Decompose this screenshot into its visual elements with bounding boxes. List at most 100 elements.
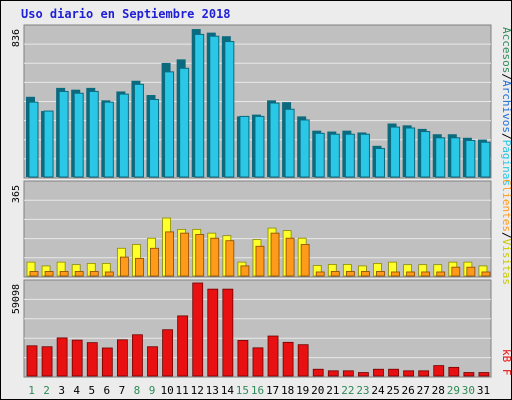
- bar-paginas: [481, 271, 491, 277]
- bar-archivos: [224, 41, 235, 178]
- x-tick-label: 23: [356, 384, 369, 397]
- bar-archivos: [374, 147, 385, 178]
- bar-paginas: [195, 234, 205, 277]
- bar-paginas: [451, 266, 461, 277]
- bar-archivos: [88, 90, 99, 178]
- legend-bottom: kB F: [500, 349, 511, 376]
- y-max-label: 59098: [11, 284, 22, 314]
- legend-entry: Clientes: [500, 179, 511, 232]
- bar-archivos: [133, 83, 144, 178]
- bar-archivos: [239, 115, 250, 178]
- bar-kb: [418, 370, 430, 377]
- bar-archivos: [28, 101, 39, 178]
- legend-entry: Accesos: [500, 27, 511, 73]
- x-tick-label: 1: [28, 384, 35, 397]
- legend-entry: /: [500, 232, 511, 239]
- x-tick-label: 19: [296, 384, 309, 397]
- y-max-label: 365: [11, 185, 22, 203]
- bar-paginas: [59, 271, 69, 277]
- x-tick-label: 6: [104, 384, 111, 397]
- x-tick-label: 31: [477, 384, 490, 397]
- x-tick-label: 12: [191, 384, 204, 397]
- x-tick-label: 24: [371, 384, 385, 397]
- bar-paginas: [436, 271, 446, 277]
- bar-kb: [116, 339, 128, 377]
- bar-archivos: [435, 137, 446, 178]
- bar-kb: [297, 344, 309, 377]
- bar-kb: [252, 347, 264, 377]
- bar-kb: [192, 282, 204, 377]
- bar-paginas: [150, 247, 159, 277]
- bar-archivos: [480, 141, 491, 178]
- legend-entry: Visitas: [500, 239, 511, 285]
- bar-paginas: [315, 271, 325, 277]
- x-tick-label: 17: [266, 384, 279, 397]
- x-tick-label: 22: [341, 384, 354, 397]
- bar-paginas: [421, 271, 431, 277]
- bar-kb: [132, 334, 143, 377]
- bar-archivos: [269, 102, 280, 178]
- bar-archivos: [299, 119, 310, 178]
- bar-paginas: [210, 237, 220, 277]
- bar-archivos: [58, 90, 69, 178]
- bar-kb: [478, 372, 490, 377]
- bar-paginas: [104, 271, 114, 277]
- bar-kb: [86, 342, 98, 377]
- bar-archivos: [405, 127, 416, 178]
- x-tick-label: 2: [43, 384, 50, 397]
- bar-archivos: [284, 108, 295, 178]
- bar-kb: [71, 339, 83, 377]
- bar-paginas: [466, 266, 476, 277]
- bar-paginas: [285, 237, 295, 277]
- bar-kb: [147, 346, 158, 377]
- bar-archivos: [43, 110, 54, 178]
- bar-kb: [207, 288, 219, 377]
- x-tick-label: 15: [236, 384, 249, 397]
- x-tick-label: 20: [311, 384, 324, 397]
- bar-paginas: [74, 271, 84, 277]
- bar-archivos: [344, 133, 355, 178]
- bar-kb: [388, 368, 399, 377]
- x-tick-label: 13: [206, 384, 219, 397]
- bar-kb: [177, 315, 189, 377]
- bar-archivos: [329, 133, 340, 178]
- bar-paginas: [391, 271, 400, 277]
- bar-archivos: [103, 101, 114, 178]
- bar-archivos: [179, 67, 190, 178]
- x-tick-label: 14: [221, 384, 235, 397]
- x-tick-label: 7: [119, 384, 126, 397]
- bar-kb: [403, 370, 415, 377]
- bar-archivos: [194, 33, 205, 178]
- x-tick-label: 28: [432, 384, 445, 397]
- bar-archivos: [149, 98, 160, 178]
- legend-entry: /: [500, 73, 511, 80]
- bar-archivos: [164, 71, 175, 178]
- bar-kb: [433, 365, 445, 377]
- bar-paginas: [376, 271, 385, 277]
- bar-kb: [162, 329, 173, 377]
- x-tick-label: 8: [134, 384, 141, 397]
- bar-archivos: [359, 133, 370, 178]
- bar-paginas: [240, 265, 250, 277]
- bar-paginas: [330, 271, 340, 277]
- legend-entry: Archivos: [500, 80, 511, 133]
- bar-paginas: [44, 271, 54, 277]
- bar-kb: [358, 372, 369, 377]
- bar-kb: [312, 368, 324, 377]
- bar-kb: [237, 340, 249, 377]
- x-tick-label: 3: [58, 384, 65, 397]
- bar-kb: [101, 347, 113, 377]
- bar-archivos: [73, 92, 84, 178]
- bar-paginas: [180, 232, 190, 277]
- x-tick-label: 21: [326, 384, 339, 397]
- bar-paginas: [119, 256, 129, 277]
- bar-archivos: [465, 139, 476, 178]
- bar-kb: [267, 335, 279, 377]
- bar-kb: [373, 368, 384, 377]
- bar-paginas: [406, 271, 416, 277]
- bar-kb: [342, 370, 354, 377]
- bar-kb: [56, 337, 68, 377]
- bar-archivos: [314, 132, 325, 178]
